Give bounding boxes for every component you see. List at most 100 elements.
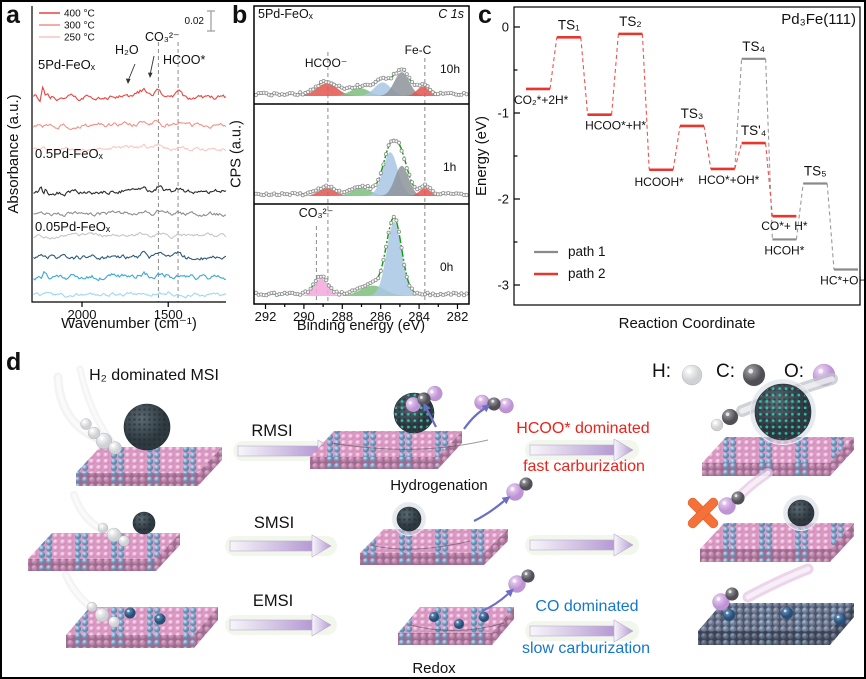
spectrum-curve bbox=[33, 291, 227, 299]
xps-data-point bbox=[316, 84, 321, 89]
xps-plot: 292 290 288 286 284 282 bbox=[253, 5, 470, 324]
emsi-label: EMSI bbox=[252, 592, 294, 610]
b-time-10h: 10h bbox=[440, 62, 461, 76]
xps-data-point bbox=[407, 172, 412, 177]
xps-data-point bbox=[378, 171, 383, 176]
c-x-axis-title: Reaction Coordinate bbox=[618, 315, 756, 332]
h2-molecules bbox=[97, 522, 130, 547]
escape-arrow bbox=[426, 409, 437, 428]
h-atom bbox=[106, 527, 122, 543]
o-atom bbox=[498, 397, 514, 414]
escape-arrowhead bbox=[481, 404, 491, 413]
panel-d: d H₂ dominated MSI H: C: O: RMSI SMSI EM… bbox=[2, 347, 864, 677]
a-tick-label: 2000 bbox=[68, 307, 97, 322]
xps-data-point bbox=[404, 166, 409, 171]
xps-data-point bbox=[272, 290, 277, 295]
c-atom bbox=[519, 477, 533, 491]
a-axes bbox=[31, 6, 226, 303]
xps-data-point bbox=[298, 292, 303, 297]
xps-data-point bbox=[422, 182, 427, 187]
h2-molecules bbox=[80, 418, 122, 455]
hydrogenation-label: Hydrogenation bbox=[390, 477, 488, 494]
xps-data-point bbox=[306, 290, 311, 295]
h-atom bbox=[97, 522, 109, 534]
c-frame bbox=[513, 6, 861, 306]
xps-data-point bbox=[425, 290, 430, 295]
xps-data-point bbox=[428, 186, 433, 191]
b-frame bbox=[253, 5, 470, 305]
h-atom bbox=[94, 607, 110, 623]
h2-molecules bbox=[86, 601, 120, 628]
h-atom bbox=[108, 441, 122, 455]
pd-single-atom bbox=[722, 608, 736, 622]
path-connector bbox=[611, 33, 619, 115]
level-label-TS4: TS₄ bbox=[742, 39, 765, 54]
smsi-arrow bbox=[225, 534, 337, 558]
feox-support-slab bbox=[28, 533, 180, 571]
level-label-TS1: TS₁ bbox=[558, 17, 580, 32]
legend-c-sphere bbox=[742, 363, 766, 387]
c-legend-path2: path 2 bbox=[568, 266, 606, 281]
b-tick-label: 286 bbox=[370, 309, 392, 324]
xps-component bbox=[254, 285, 469, 296]
escape-arrow bbox=[473, 500, 505, 522]
panel-d-letter: d bbox=[6, 348, 22, 376]
fast-route-label-2: fast carburization bbox=[523, 458, 645, 475]
d-legend-o-label: O: bbox=[784, 361, 805, 382]
h-atom bbox=[118, 535, 130, 547]
path-connector bbox=[549, 37, 558, 89]
pd-single-atom bbox=[780, 606, 794, 620]
xps-data-point bbox=[370, 82, 375, 87]
escape-arrowhead bbox=[505, 588, 514, 597]
xps-data-point bbox=[329, 184, 334, 189]
xps-data-point bbox=[448, 292, 453, 297]
pd-nanoparticle bbox=[392, 502, 426, 536]
xps-data-point bbox=[334, 289, 339, 294]
level-label-CO+H: CO*+ H* bbox=[761, 219, 808, 233]
path-connector bbox=[672, 125, 681, 170]
xps-data-point bbox=[313, 188, 318, 193]
c-atom bbox=[521, 569, 535, 583]
group-label-5pd: 5Pd-FeOₓ bbox=[38, 57, 96, 72]
path-connector bbox=[641, 33, 650, 170]
peak-label-co3: CO₃²⁻ bbox=[145, 30, 180, 44]
c-title: Pd₃Fe(111) bbox=[781, 11, 856, 28]
c-tick-label: 0 bbox=[502, 20, 509, 35]
path-connector bbox=[703, 125, 712, 169]
fast-route-label-1: HCOO* dominated bbox=[516, 420, 650, 437]
c-tick-label: -3 bbox=[497, 278, 509, 293]
xps-data-point bbox=[399, 148, 404, 153]
b-time-1h: 1h bbox=[443, 160, 457, 174]
panel-c-letter: c bbox=[478, 1, 492, 29]
spectrum-curve bbox=[33, 270, 226, 282]
d-legend-c-label: C: bbox=[716, 361, 735, 382]
xps-data-point bbox=[420, 184, 425, 189]
spectrum-curve bbox=[33, 85, 227, 103]
xps-data-point bbox=[396, 229, 401, 234]
c-atom bbox=[731, 491, 745, 505]
xps-data-point bbox=[402, 262, 407, 267]
b-tick-label: 284 bbox=[408, 309, 430, 324]
xps-data-point bbox=[394, 218, 399, 223]
xps-data-point bbox=[376, 177, 381, 182]
xps-data-point bbox=[428, 87, 433, 92]
xps-data-point bbox=[386, 230, 391, 235]
a-y-axis-title: Absorbance (a.u.) bbox=[5, 94, 23, 214]
slow-route-label-1: CO dominated bbox=[535, 598, 639, 615]
xps-data-point bbox=[396, 140, 401, 145]
swoosh-trail-core bbox=[737, 470, 771, 499]
level-label-HCOO+H: HCOO*+H* bbox=[585, 119, 646, 133]
panel-a: 2000 1500 400 °C 300 °C 250 °C 0.02 a 5Pd-FeO… bbox=[2, 2, 227, 347]
xps-data-point bbox=[298, 90, 303, 95]
xps-data-point bbox=[295, 92, 300, 97]
o-atom bbox=[712, 593, 730, 611]
feox-support-slab bbox=[700, 523, 854, 562]
xps-data-point bbox=[287, 192, 292, 197]
b-sample-label: 5Pd-FeOₓ bbox=[258, 7, 313, 21]
slow-route-label-2: slow carburization bbox=[521, 640, 651, 657]
xps-data-point bbox=[381, 257, 386, 262]
path-connector bbox=[795, 183, 804, 240]
co3-arrowhead bbox=[148, 72, 153, 78]
slow-route-arrow bbox=[525, 619, 639, 643]
xps-data-point bbox=[321, 274, 326, 279]
